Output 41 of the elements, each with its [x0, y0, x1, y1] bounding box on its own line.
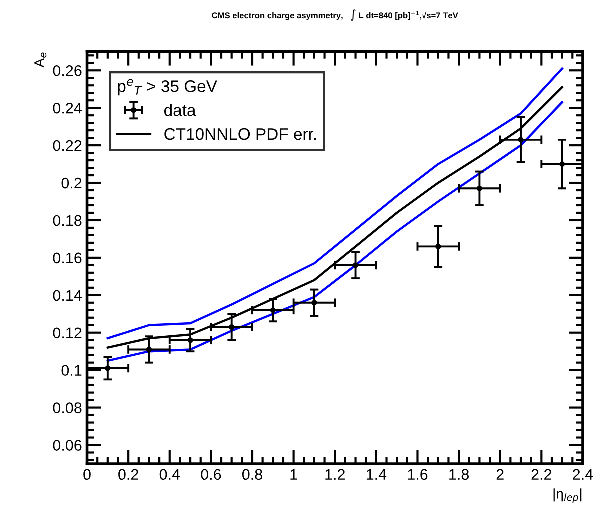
legend-title: p$^{e}$$_{T}$ > 35 GeV: [118, 79, 218, 96]
x-tick-label: 0.4: [160, 469, 180, 480]
point: [146, 346, 152, 353]
x-tick-label: 0.8: [242, 469, 262, 480]
y-tick-label: 0.24: [53, 102, 82, 114]
x-tick-label: 2: [496, 469, 504, 480]
point: [476, 186, 482, 192]
x-tick-label: 2.4: [573, 469, 594, 480]
x-tick-label: 1.8: [450, 469, 469, 480]
y-tick-label: 0.26: [53, 66, 82, 76]
y-tick-label: 0.22: [53, 140, 82, 152]
legend-label: CT10NNLO PDF err.: [164, 128, 316, 140]
x-tick-label: 1.6: [408, 469, 428, 480]
point: [270, 308, 276, 314]
x-tick-label: 1.2: [326, 469, 345, 480]
x-tick-label: 1.4: [366, 469, 387, 480]
point: [560, 162, 566, 168]
y-tick-label: 0.1: [62, 365, 82, 376]
point: [188, 338, 194, 344]
y-axis-title: A$_{e}$: [34, 52, 47, 68]
x-tick-label: 1: [290, 469, 298, 480]
y-tick-label: 0.2: [62, 178, 82, 189]
chart-title: CMS electron charge asymmetry, ∫ L dt=840 [pb]$^{−1}$,√s=7 TeV: [212, 10, 458, 21]
point: [312, 300, 318, 306]
legend-label: data: [164, 104, 196, 116]
point: [436, 244, 442, 250]
point: [229, 324, 235, 330]
y-tick-label: 0.14: [53, 290, 82, 302]
x-tick-label: 0.6: [201, 469, 222, 480]
point: [105, 366, 111, 372]
x-axis-title: |η$_{lep}$|: [554, 488, 582, 504]
y-tick-label: 0.12: [53, 328, 82, 339]
point: [518, 137, 524, 143]
x-tick-label: 0: [84, 469, 91, 480]
x-tick-label: 0.2: [118, 469, 138, 480]
y-tick-label: 0.16: [53, 252, 82, 264]
point: [352, 262, 359, 268]
x-tick-label: 2.2: [532, 469, 552, 480]
y-tick-label: 0.18: [53, 215, 82, 226]
y-tick-label: 0.08: [53, 402, 82, 414]
y-tick-label: 0.06: [53, 440, 82, 451]
